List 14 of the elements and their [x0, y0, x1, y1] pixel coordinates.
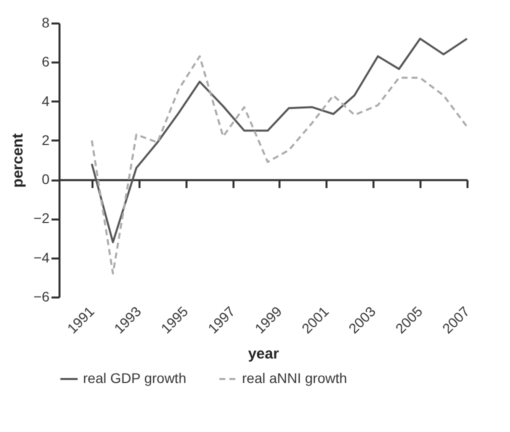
- x-axis-title: year: [248, 345, 280, 362]
- y-tick-label: −2: [34, 210, 50, 226]
- y-tick-label: 8: [42, 14, 50, 30]
- line-series: [90, 38, 468, 244]
- y-tick-label: 4: [42, 92, 50, 109]
- line-series: [90, 55, 468, 275]
- y-tick-label: 6: [42, 54, 50, 70]
- legend-label: real aNNI growth: [242, 370, 348, 386]
- y-tick-label: −6: [34, 288, 50, 304]
- y-tick-label: 0: [42, 171, 50, 188]
- y-axis-title: percent: [10, 133, 27, 188]
- y-tick-label: 2: [42, 132, 50, 148]
- y-tick-label: −4: [34, 249, 50, 266]
- legend-label: real GDP growth: [83, 370, 186, 386]
